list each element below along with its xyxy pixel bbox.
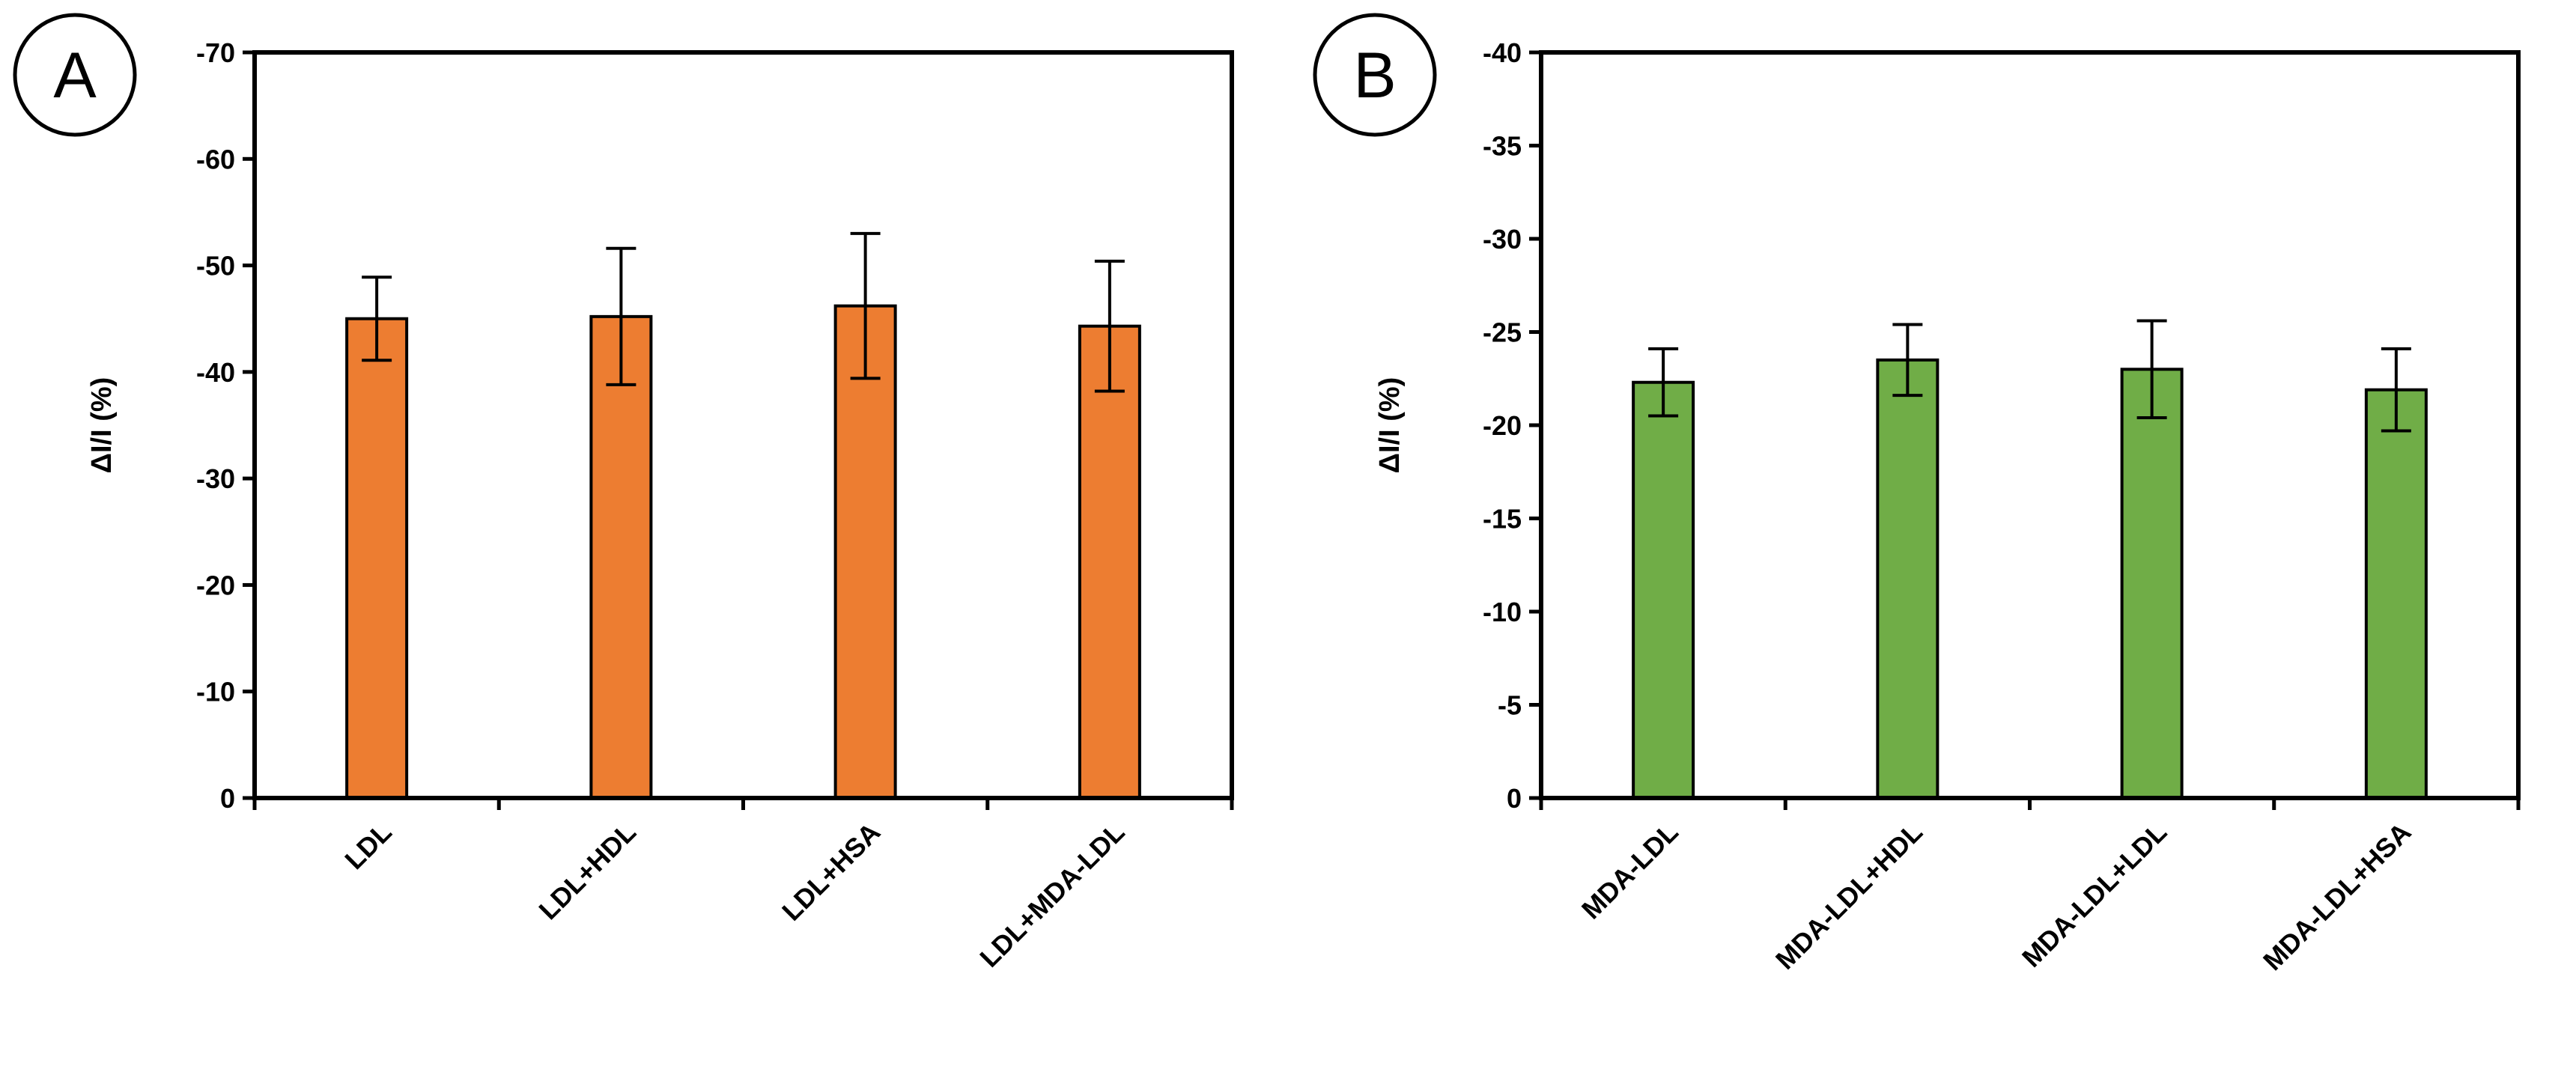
chart-a-y-tick-label: -30 bbox=[196, 463, 235, 494]
chart-b-bar bbox=[1876, 358, 1939, 800]
chart-a-panel-label: A bbox=[53, 40, 97, 112]
chart-a-y-tick-label: 0 bbox=[220, 783, 235, 814]
chart-b-y-tick-label: -40 bbox=[1483, 37, 1522, 68]
chart-a-y-tick-label: -20 bbox=[196, 570, 235, 600]
chart-a-y-tick-label: -70 bbox=[196, 37, 235, 68]
chart-b-y-tick-label: -30 bbox=[1483, 224, 1522, 255]
chart-a-panel-circle bbox=[13, 13, 137, 137]
chart-b-bar bbox=[1632, 380, 1695, 800]
chart-a-y-tick-label: -50 bbox=[196, 251, 235, 281]
chart-a-y-axis-label: ΔI/I (%) bbox=[86, 377, 118, 474]
chart-b-category-label: MDA-LDL+LDL bbox=[2016, 817, 2172, 973]
chart-b-y-tick-label: -15 bbox=[1483, 504, 1522, 535]
chart-b-bar bbox=[2120, 368, 2184, 800]
chart-b-y-tick-label: -25 bbox=[1483, 317, 1522, 348]
chart-b: B 0 -5 -10 -15 -20 -25 -30 -35 -40 MDA-LDL MDA-LDL+… bbox=[1313, 13, 2521, 977]
chart-a: A 0 -10 -20 -30 -40 -50 -60 -70 LDL LDL+HDL LDL+HSA… bbox=[13, 13, 1234, 973]
chart-b-y-tick-label: -10 bbox=[1483, 597, 1522, 627]
chart-b-category-label: MDA-LDL bbox=[1576, 817, 1684, 925]
chart-b-bar bbox=[2364, 388, 2428, 800]
chart-a-bar bbox=[589, 314, 653, 800]
chart-a-category-label: LDL+MDA-LDL bbox=[973, 817, 1130, 973]
chart-b-y-tick-label: -5 bbox=[1498, 690, 1522, 721]
chart-a-category-label: LDL+HSA bbox=[776, 817, 886, 927]
chart-a-bar bbox=[345, 317, 409, 800]
chart-b-category-label: MDA-LDL+HSA bbox=[2257, 817, 2417, 977]
chart-b-panel-circle bbox=[1313, 13, 1437, 137]
chart-a-y-tick-label: -10 bbox=[196, 677, 235, 707]
chart-b-category-label: MDA-LDL+HDL bbox=[1770, 817, 1928, 975]
chart-b-y-tick-label: -20 bbox=[1483, 410, 1522, 441]
chart-b-y-axis-label: ΔI/I (%) bbox=[1374, 377, 1406, 474]
chart-a-bar bbox=[1078, 324, 1141, 800]
chart-a-y-tick-label: -60 bbox=[196, 144, 235, 174]
chart-b-y-tick-label: -35 bbox=[1483, 131, 1522, 162]
chart-b-y-tick-label: 0 bbox=[1507, 783, 1522, 814]
chart-a-category-label: LDL+HDL bbox=[532, 817, 642, 926]
chart-a-category-label: LDL bbox=[338, 817, 397, 875]
chart-a-y-tick-label: -40 bbox=[196, 357, 235, 388]
chart-b-panel-label: B bbox=[1353, 40, 1396, 112]
